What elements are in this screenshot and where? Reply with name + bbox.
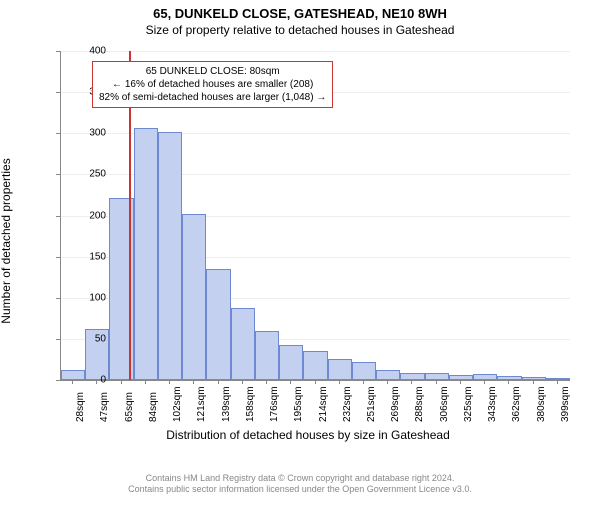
y-tick-mark	[56, 380, 60, 381]
info-line: ← 16% of detached houses are smaller (20…	[99, 78, 326, 91]
histogram-bar	[376, 370, 400, 380]
property-info-box: 65 DUNKELD CLOSE: 80sqm← 16% of detached…	[92, 61, 333, 108]
x-tick-label: 47sqm	[99, 392, 110, 422]
y-tick-mark	[56, 133, 60, 134]
x-tick-label: 139sqm	[221, 386, 232, 422]
x-tick-label: 65sqm	[124, 392, 135, 422]
x-tick-mark	[339, 380, 340, 384]
chart-subtitle: Size of property relative to detached ho…	[0, 23, 600, 37]
x-tick-mark	[169, 380, 170, 384]
x-tick-label: 214sqm	[318, 386, 329, 422]
histogram-bar	[352, 362, 376, 380]
x-tick-mark	[363, 380, 364, 384]
x-tick-label: 380sqm	[536, 386, 547, 422]
x-tick-mark	[533, 380, 534, 384]
x-tick-label: 251sqm	[366, 386, 377, 422]
histogram-bar	[255, 331, 279, 380]
histogram-bar	[134, 128, 158, 380]
x-tick-mark	[242, 380, 243, 384]
x-tick-mark	[411, 380, 412, 384]
y-axis-label: Number of detached properties	[0, 158, 13, 323]
x-tick-label: 288sqm	[414, 386, 425, 422]
x-tick-label: 84sqm	[148, 392, 159, 422]
x-tick-label: 362sqm	[511, 386, 522, 422]
histogram-bar	[206, 269, 230, 380]
x-tick-label: 28sqm	[75, 392, 86, 422]
histogram-bar	[279, 345, 303, 380]
histogram-bar	[497, 376, 521, 380]
x-tick-mark	[121, 380, 122, 384]
x-tick-label: 306sqm	[439, 386, 450, 422]
x-tick-mark	[72, 380, 73, 384]
gridline	[61, 51, 570, 52]
x-tick-mark	[315, 380, 316, 384]
x-tick-mark	[436, 380, 437, 384]
footer-line-1: Contains HM Land Registry data © Crown c…	[0, 473, 600, 485]
x-tick-mark	[266, 380, 267, 384]
x-tick-mark	[193, 380, 194, 384]
x-axis-label: Distribution of detached houses by size …	[28, 428, 588, 442]
x-tick-label: 399sqm	[560, 386, 571, 422]
x-tick-label: 195sqm	[293, 386, 304, 422]
histogram-bar	[425, 373, 449, 380]
y-tick-mark	[56, 51, 60, 52]
y-tick-label: 300	[82, 128, 106, 139]
x-tick-label: 158sqm	[245, 386, 256, 422]
x-tick-label: 343sqm	[487, 386, 498, 422]
histogram-bar	[473, 374, 497, 380]
y-tick-label: 0	[82, 375, 106, 386]
y-tick-mark	[56, 92, 60, 93]
y-tick-mark	[56, 216, 60, 217]
histogram-bar	[400, 373, 424, 380]
x-tick-mark	[508, 380, 509, 384]
histogram-bar	[182, 214, 206, 380]
histogram-bar	[231, 308, 255, 380]
y-tick-label: 200	[82, 210, 106, 221]
y-tick-label: 100	[82, 292, 106, 303]
info-line: 82% of semi-detached houses are larger (…	[99, 91, 326, 104]
histogram-bar	[158, 132, 182, 380]
y-tick-mark	[56, 339, 60, 340]
chart-container: Number of detached properties Distributi…	[28, 43, 588, 438]
chart-title: 65, DUNKELD CLOSE, GATESHEAD, NE10 8WH	[0, 6, 600, 21]
x-tick-mark	[290, 380, 291, 384]
y-tick-mark	[56, 257, 60, 258]
y-tick-mark	[56, 298, 60, 299]
info-line: 65 DUNKELD CLOSE: 80sqm	[99, 65, 326, 78]
footer: Contains HM Land Registry data © Crown c…	[0, 473, 600, 496]
histogram-bar	[303, 351, 327, 380]
y-tick-label: 250	[82, 169, 106, 180]
x-tick-label: 232sqm	[342, 386, 353, 422]
x-tick-label: 269sqm	[390, 386, 401, 422]
y-tick-mark	[56, 174, 60, 175]
footer-line-2: Contains public sector information licen…	[0, 484, 600, 496]
x-tick-label: 176sqm	[269, 386, 280, 422]
x-tick-mark	[484, 380, 485, 384]
x-tick-mark	[557, 380, 558, 384]
y-tick-label: 150	[82, 251, 106, 262]
x-tick-mark	[218, 380, 219, 384]
x-tick-mark	[387, 380, 388, 384]
x-tick-label: 325sqm	[463, 386, 474, 422]
histogram-bar	[328, 359, 352, 380]
x-tick-mark	[145, 380, 146, 384]
x-tick-mark	[460, 380, 461, 384]
x-tick-label: 102sqm	[172, 386, 183, 422]
x-tick-mark	[96, 380, 97, 384]
y-tick-label: 400	[82, 46, 106, 57]
x-tick-label: 121sqm	[196, 386, 207, 422]
y-tick-label: 50	[82, 333, 106, 344]
